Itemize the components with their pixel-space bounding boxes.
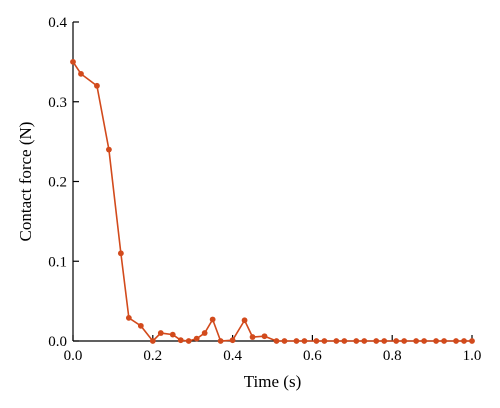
- data-point: [125, 314, 132, 321]
- data-point: [241, 317, 248, 324]
- data-point: [209, 316, 216, 323]
- x-tick-label: 1.0: [463, 348, 482, 364]
- x-tick-label: 0.0: [64, 348, 83, 364]
- data-point: [321, 338, 328, 344]
- data-point: [261, 333, 268, 340]
- data-point: [401, 338, 408, 344]
- data-point: [293, 338, 300, 344]
- data-point: [177, 337, 184, 344]
- axes: [72, 22, 472, 342]
- data-point: [469, 338, 475, 344]
- data-point: [333, 338, 340, 344]
- y-tick-label: 0.3: [48, 95, 67, 111]
- y-tick-label: 0.0: [48, 334, 67, 350]
- data-point: [381, 338, 388, 344]
- data-point: [461, 338, 467, 344]
- y-axis-ticks: 0.0 0.1 0.2 0.3 0.4: [48, 15, 79, 350]
- data-point: [229, 337, 236, 344]
- data-point: [94, 82, 100, 89]
- data-point: [185, 338, 192, 344]
- data-point: [149, 338, 156, 344]
- data-point: [441, 338, 447, 344]
- data-point: [157, 330, 164, 336]
- data-point: [413, 338, 420, 344]
- series-line: [72, 61, 472, 343]
- y-tick-label: 0.4: [48, 15, 67, 31]
- x-tick-label: 0.4: [223, 348, 242, 364]
- data-point: [273, 338, 280, 344]
- data-point: [78, 70, 84, 77]
- data-point: [421, 338, 428, 344]
- series-group: [70, 58, 475, 344]
- data-point: [217, 338, 224, 344]
- data-point: [70, 58, 76, 65]
- data-point: [169, 331, 176, 338]
- y-tick-label: 0.1: [48, 254, 67, 270]
- x-axis-label: Time (s): [244, 372, 301, 391]
- data-point: [313, 338, 320, 344]
- data-point: [193, 335, 200, 342]
- y-axis-label: Contact force (N): [16, 122, 35, 242]
- data-point: [373, 338, 380, 344]
- data-point: [249, 334, 256, 340]
- data-point: [393, 338, 400, 344]
- x-tick-label: 0.6: [303, 348, 322, 364]
- data-point: [433, 338, 439, 344]
- data-point: [117, 250, 124, 257]
- x-tick-label: 0.8: [383, 348, 402, 364]
- data-point: [341, 338, 348, 344]
- x-axis-ticks: 0.0 0.2 0.4 0.6 0.8 1.0: [64, 335, 482, 364]
- y-tick-label: 0.2: [48, 175, 67, 191]
- data-point: [353, 338, 360, 344]
- data-point: [137, 322, 144, 329]
- data-point: [201, 330, 208, 336]
- data-point: [453, 338, 459, 344]
- data-point: [106, 146, 112, 153]
- x-tick-label: 0.2: [143, 348, 162, 364]
- data-point: [361, 338, 368, 344]
- data-point: [301, 338, 308, 344]
- data-point: [281, 338, 288, 344]
